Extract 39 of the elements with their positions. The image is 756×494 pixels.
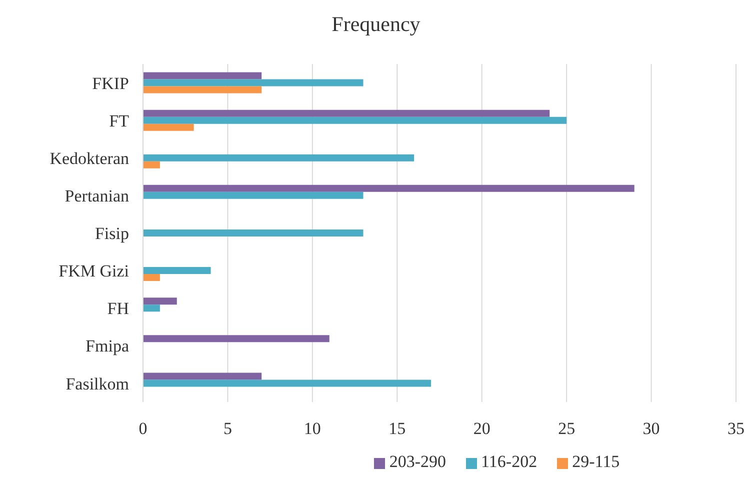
bar <box>143 110 550 117</box>
bar <box>143 267 211 274</box>
bar <box>143 274 160 282</box>
bar <box>143 184 634 192</box>
y-tick-label: Fisip <box>94 224 129 244</box>
x-tick-label: 0 <box>138 419 148 438</box>
x-tick-label: 10 <box>304 419 321 438</box>
bar <box>143 192 364 199</box>
bar <box>143 72 262 80</box>
y-tick-label: FT <box>109 111 130 130</box>
bar <box>143 86 262 94</box>
y-tick-label: FH <box>107 299 129 318</box>
y-tick-label: FKM Gizi <box>58 262 130 281</box>
legend-label: 116-202 <box>481 452 538 471</box>
y-tick-label: Fasilkom <box>66 374 129 394</box>
bar <box>143 304 160 312</box>
bar <box>143 298 177 305</box>
y-tick-label: FKIP <box>92 74 129 93</box>
x-tick-label: 35 <box>728 419 744 438</box>
bar <box>143 161 160 168</box>
y-tick-label: Pertanian <box>64 186 130 206</box>
y-tick-label: Fmipa <box>86 336 130 356</box>
x-tick-label: 20 <box>473 419 490 438</box>
x-tick-label: 25 <box>558 419 576 438</box>
bar <box>143 229 364 236</box>
legend-label: 29-115 <box>572 452 620 471</box>
bar <box>143 372 262 380</box>
chart-title: Frequency <box>330 11 422 38</box>
bar <box>143 116 567 124</box>
bar <box>143 124 194 131</box>
legend-label: 203-290 <box>389 452 446 471</box>
y-tick-label: Kedokteran <box>50 148 130 168</box>
x-tick-label: 30 <box>642 419 660 438</box>
bar <box>143 380 432 387</box>
bar <box>143 335 330 342</box>
x-tick-label: 15 <box>388 419 406 438</box>
x-tick-label: 5 <box>223 419 232 438</box>
bar <box>143 79 364 86</box>
bar <box>143 154 414 162</box>
